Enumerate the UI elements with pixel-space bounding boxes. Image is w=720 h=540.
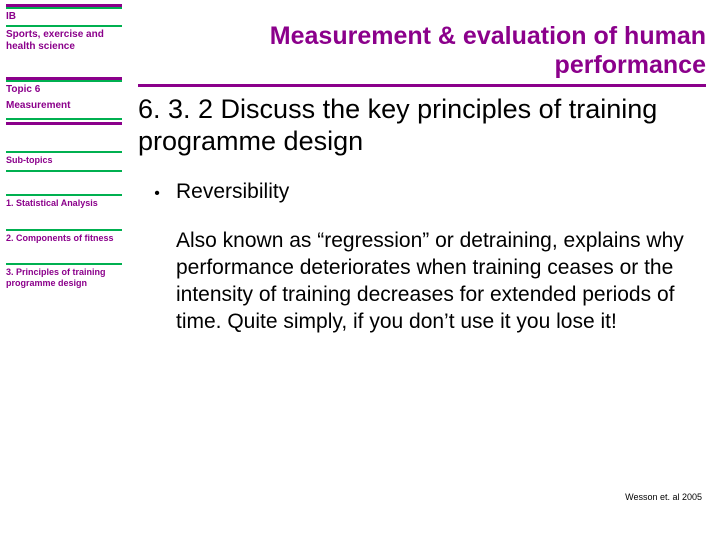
bullet-term: Reversibility (176, 179, 706, 206)
sidebar-header-block: IB Sports, exercise and health science (6, 4, 122, 55)
sidebar-item-label: 2. Components of fitness (6, 231, 122, 246)
sidebar-topic-name: Measurement (6, 98, 122, 114)
sidebar-topic-block: Topic 6 Measurement (6, 77, 122, 125)
rule-icon (6, 170, 122, 172)
body-paragraph: Also known as “regression” or detraining… (176, 228, 706, 336)
body-text: Reversibility Also known as “regression”… (176, 179, 706, 335)
body-area: • Reversibility Also known as “regressio… (138, 179, 706, 335)
bullet-icon: • (138, 179, 176, 335)
sidebar-item: 3. Principles of training programme desi… (6, 263, 122, 291)
citation: Wesson et. al 2005 (625, 492, 702, 502)
sidebar-subtopics-label: Sub-topics (6, 153, 122, 168)
rule-icon (6, 122, 122, 125)
page-title: Measurement & evaluation of human perfor… (138, 22, 706, 87)
sidebar-ib-label: IB (6, 9, 122, 25)
page-subtitle: 6. 3. 2 Discuss the key principles of tr… (138, 93, 706, 158)
sidebar-subtopics-block: Sub-topics (6, 151, 122, 172)
sidebar-course-label: Sports, exercise and health science (6, 27, 122, 55)
main-content: Measurement & evaluation of human perfor… (132, 0, 716, 540)
rule-icon (6, 118, 122, 120)
sidebar-item-label: 1. Statistical Analysis (6, 196, 122, 211)
sidebar-item-label: 3. Principles of training programme desi… (6, 265, 122, 291)
sidebar-topic-number: Topic 6 (6, 82, 122, 98)
sidebar-item: 1. Statistical Analysis (6, 194, 122, 211)
sidebar: IB Sports, exercise and health science T… (0, 0, 128, 540)
sidebar-item: 2. Components of fitness (6, 229, 122, 246)
